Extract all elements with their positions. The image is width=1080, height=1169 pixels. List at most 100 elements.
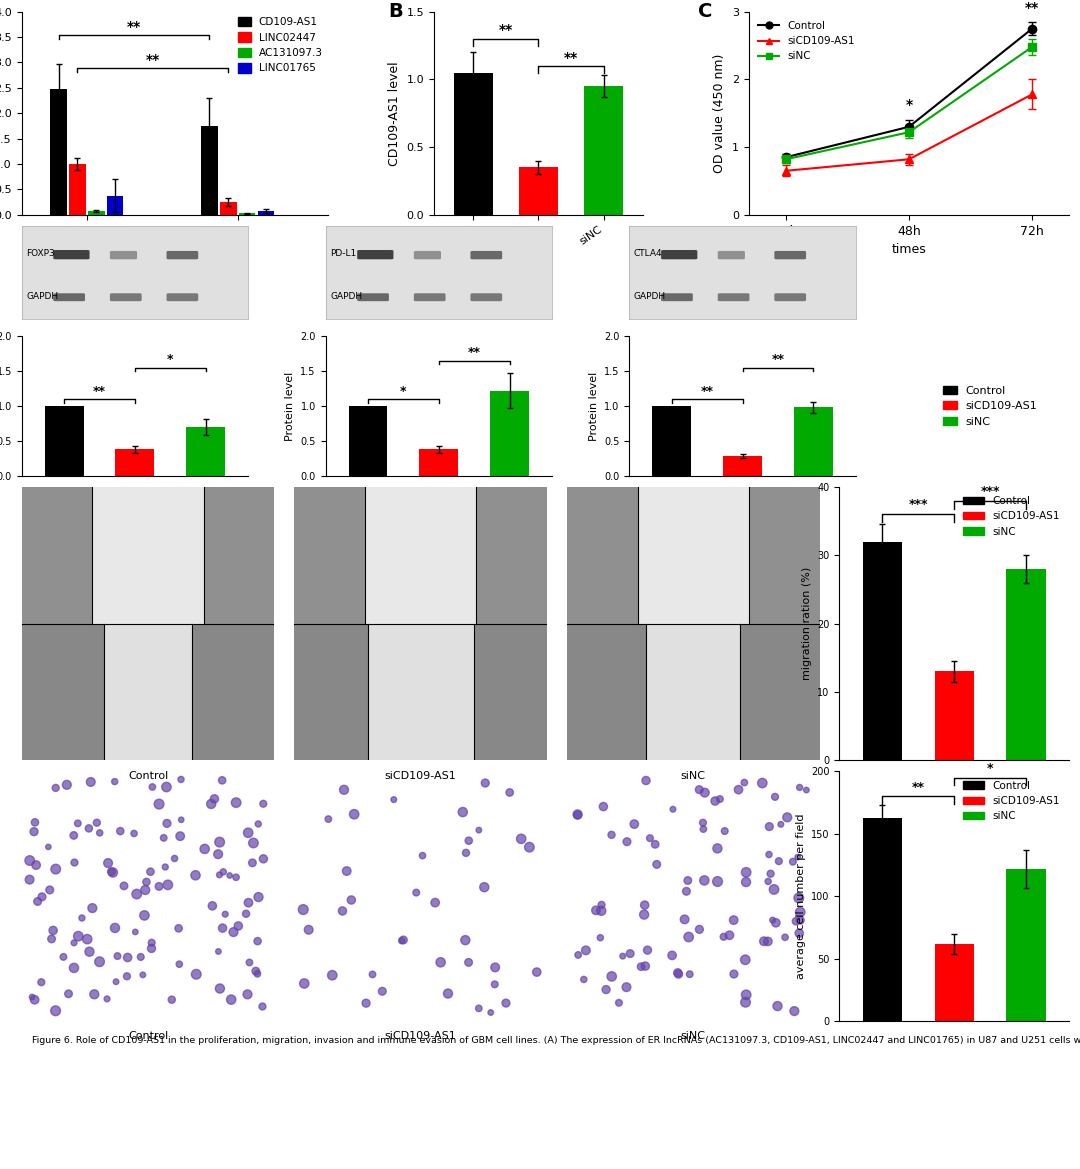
Bar: [567, 486, 637, 623]
Point: [320, 810, 337, 829]
Point: [79, 929, 96, 948]
Bar: [186, 427, 225, 476]
Text: ***: ***: [981, 485, 1000, 498]
Bar: [934, 671, 974, 760]
Point: [726, 964, 743, 983]
Point: [738, 873, 755, 892]
Point: [769, 997, 786, 1016]
FancyBboxPatch shape: [110, 251, 137, 260]
Point: [792, 902, 809, 921]
Point: [521, 838, 538, 857]
Point: [144, 777, 161, 796]
Text: **: **: [701, 385, 714, 397]
Point: [569, 805, 586, 824]
Point: [212, 980, 229, 998]
Point: [106, 919, 123, 938]
Point: [295, 900, 312, 919]
Bar: [116, 449, 154, 476]
Point: [764, 911, 781, 929]
Point: [125, 824, 143, 843]
Point: [129, 885, 146, 904]
Bar: [107, 195, 123, 215]
Point: [156, 829, 173, 848]
Point: [642, 829, 659, 848]
Point: [625, 815, 643, 833]
Text: *: *: [905, 98, 913, 112]
Point: [338, 862, 355, 880]
Point: [214, 772, 231, 790]
Point: [754, 774, 771, 793]
Point: [730, 781, 747, 800]
Bar: [652, 406, 691, 476]
Point: [240, 823, 257, 842]
Point: [475, 878, 492, 897]
Text: **: **: [499, 23, 513, 37]
Bar: [419, 449, 458, 476]
Point: [346, 805, 363, 824]
Bar: [567, 623, 820, 760]
Point: [134, 966, 151, 984]
Point: [603, 967, 620, 985]
Point: [300, 920, 318, 939]
Point: [767, 913, 784, 932]
Point: [211, 832, 228, 851]
Point: [157, 858, 174, 877]
Point: [576, 970, 593, 989]
FancyBboxPatch shape: [661, 250, 698, 260]
FancyBboxPatch shape: [110, 293, 141, 302]
Bar: [490, 390, 529, 476]
Point: [217, 905, 234, 924]
Text: *: *: [167, 353, 174, 366]
Bar: [220, 202, 237, 215]
Point: [69, 814, 86, 832]
Point: [486, 975, 503, 994]
Point: [203, 795, 220, 814]
Point: [48, 779, 65, 797]
Point: [663, 946, 680, 964]
Point: [187, 866, 204, 885]
Point: [58, 775, 76, 794]
Point: [171, 955, 188, 974]
Point: [85, 985, 103, 1004]
Point: [716, 822, 733, 841]
Point: [159, 814, 176, 832]
Point: [82, 773, 99, 791]
Point: [715, 927, 732, 946]
Point: [81, 942, 98, 961]
Bar: [192, 623, 274, 760]
Point: [610, 994, 627, 1012]
Point: [103, 863, 120, 881]
Point: [513, 830, 530, 849]
Point: [221, 866, 239, 885]
Point: [247, 962, 265, 981]
Point: [432, 953, 449, 971]
Point: [336, 781, 353, 800]
Point: [249, 815, 267, 833]
Point: [759, 872, 777, 891]
Point: [588, 901, 605, 920]
Point: [470, 999, 487, 1018]
Point: [106, 773, 123, 791]
Point: [647, 835, 664, 853]
Point: [89, 814, 106, 832]
Text: *: *: [400, 385, 406, 397]
Point: [460, 953, 477, 971]
Point: [681, 964, 699, 983]
Point: [98, 989, 116, 1008]
Bar: [934, 943, 974, 1022]
Point: [712, 790, 729, 809]
Bar: [863, 817, 902, 1022]
Point: [725, 911, 742, 929]
Text: Control: Control: [127, 772, 168, 781]
Text: FOXP3: FOXP3: [26, 249, 55, 258]
Point: [633, 957, 650, 976]
Point: [143, 933, 160, 952]
Text: **: **: [468, 346, 481, 359]
FancyBboxPatch shape: [718, 293, 750, 302]
Point: [91, 823, 108, 842]
Point: [676, 909, 693, 928]
Point: [427, 893, 444, 912]
Bar: [476, 486, 546, 623]
Point: [694, 819, 712, 838]
FancyBboxPatch shape: [661, 293, 693, 302]
